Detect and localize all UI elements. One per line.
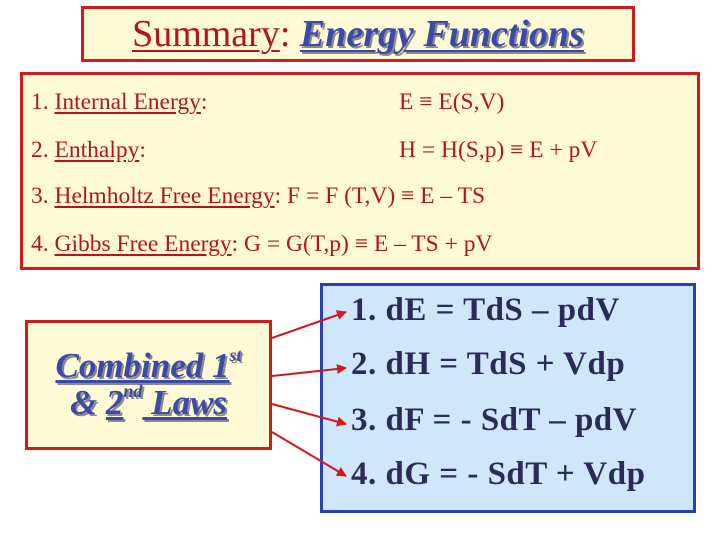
definition-relation: H = H(S,p) ≡ E + pV [399,137,598,163]
combined-line-2: & 2nd Laws [69,382,228,422]
definition-relation: F = F (T,V) ≡ E – TS [287,183,486,209]
definition-name: Helmholtz Free Energy [54,183,275,209]
combined-sup-2: nd [123,381,143,402]
combined-suffix: Laws [142,383,228,422]
definition-relation: E ≡ E(S,V) [399,89,505,115]
definition-enthalpy: 2. Enthalpy: H = H(S,p) ≡ E + pV [31,137,597,164]
equation-dE: 1. dE = TdS – pdV [351,292,620,328]
definition-name: Enthalpy [54,137,140,163]
equation-dH: 2. dH = TdS + Vdp [351,346,626,382]
title-box: Summary : Energy Functions [81,6,635,62]
definition-number: 1. [31,89,49,115]
combined-prefix: & [69,383,106,422]
definitions-box: 1. Internal Energy: E ≡ E(S,V) 2. Enthal… [20,72,700,270]
combined-laws-box: Combined 1st & 2nd Laws [25,320,272,450]
combined-sup: st [229,344,242,365]
definition-name: Gibbs Free Energy [54,231,232,257]
combined-number: 2 [105,383,124,422]
definition-gibbs: 4. Gibbs Free Energy: G = G(T,p) ≡ E – T… [31,231,492,258]
definition-number: 2. [31,137,49,163]
definition-name: Internal Energy [54,89,201,115]
definition-colon: : [231,231,239,257]
equation-dF: 3. dF = - SdT – pdV [351,402,637,438]
equation-dG: 4. dG = - SdT + Vdp [351,456,646,492]
combined-line-1: Combined 1st [55,344,242,386]
title-subject: Energy Functions [299,13,584,55]
definition-internal-energy: 1. Internal Energy: E ≡ E(S,V) [31,89,504,116]
definition-colon: : [139,137,146,163]
definition-number: 3. [31,183,49,209]
title-prefix: Summary [132,13,280,55]
definition-colon: : [274,183,282,209]
title-colon: : [279,13,300,55]
differential-equations-box: 1. dE = TdS – pdV 2. dH = TdS + Vdp 3. d… [320,283,696,513]
combined-text: Combined 1 [55,346,230,386]
definition-colon: : [200,89,208,115]
definition-relation: G = G(T,p) ≡ E – TS + pV [244,231,493,257]
definition-helmholtz: 3. Helmholtz Free Energy: F = F (T,V) ≡ … [31,183,485,210]
definition-number: 4. [31,231,49,257]
